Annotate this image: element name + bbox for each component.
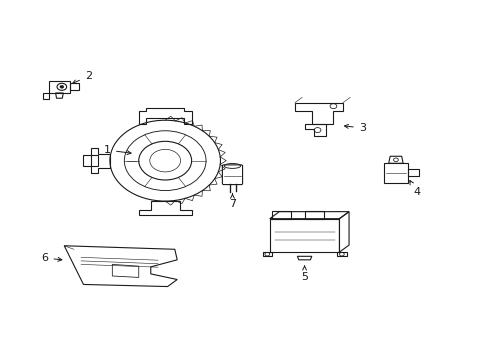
Text: 1: 1 xyxy=(104,145,131,155)
Text: 3: 3 xyxy=(344,123,365,133)
Circle shape xyxy=(60,85,63,88)
Text: 5: 5 xyxy=(301,266,307,282)
Text: 4: 4 xyxy=(409,180,419,197)
Text: 2: 2 xyxy=(72,71,92,84)
Text: 7: 7 xyxy=(228,193,236,209)
Text: 6: 6 xyxy=(41,253,61,263)
